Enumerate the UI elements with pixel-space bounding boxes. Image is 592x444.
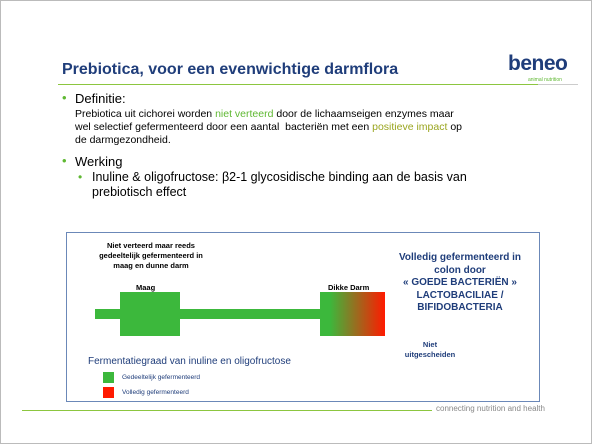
footer-rule [22,410,432,411]
bullet: • [62,153,67,168]
text-run: positieve impact [372,121,447,133]
definition-line: Prebiotica uit cichorei worden niet vert… [75,108,462,121]
text-run: niet verteerd [215,108,273,120]
colon-note: Volledig gefermenteerd in colon door « G… [395,252,525,315]
sub-bullet: • [78,170,82,184]
colon-label: Dikke Darm [328,283,369,292]
legend-swatch [103,372,114,383]
not-excreted: Niet uitgescheiden [400,340,460,360]
sub-bullet-text: prebiotisch effect [92,185,186,199]
sub-bullet-text: Inuline & oligofructose: β2-1 glycosidis… [92,170,467,184]
definition-line: wel selectief gefermenteerd door een aan… [75,121,462,134]
note-line: BIFIDOBACTERIA [395,302,525,315]
bullet-text: Werking [75,154,122,169]
title: Prebiotica, voor een evenwichtige darmfl… [62,61,398,79]
note-line: colon door [395,265,525,278]
title-rule [58,84,538,85]
text-run: de darmgezondheid. [75,134,171,146]
title-rule-end [538,84,578,85]
bullet: • [62,90,67,105]
text-run: door de lichaamseigen enzymes maar [273,108,453,120]
caption: Fermentatiegraad van inuline en oligofru… [88,356,291,367]
note-line: maag en dunne darm [86,261,216,271]
logo-sub: animal nutrition [528,77,562,83]
stomach-label: Maag [136,283,155,292]
note-line: Niet verteerd maar reeds [86,241,216,251]
colon-block [320,292,385,336]
legend-swatch [103,387,114,398]
footer-tagline: connecting nutrition and health [436,404,545,413]
note-line: Niet [400,340,460,350]
legend-label: Gedeeltelijk gefermenteerd [122,374,200,381]
definition-text: Prebiotica uit cichorei worden niet vert… [75,108,462,147]
note-line: gedeeltelijk gefermenteerd in [86,251,216,261]
definition-line: de darmgezondheid. [75,134,462,147]
stomach-block [120,292,180,336]
note-line: LACTOBACILIAE / [395,290,525,303]
bullet-text: Definitie: [75,91,126,106]
text-run: wel selectief gefermenteerd door een aan… [75,121,372,133]
text-run: op [447,121,462,133]
note-line: Volledig gefermenteerd in [395,252,525,265]
legend-label: Volledig gefermenteerd [122,389,189,396]
note-line: « GOEDE BACTERIËN » [395,277,525,290]
stomach-note: Niet verteerd maar reeds gedeeltelijk ge… [86,241,216,271]
note-line: uitgescheiden [400,350,460,360]
text-run: Prebiotica uit cichorei worden [75,108,215,120]
logo: beneo [508,52,567,76]
slide: Prebiotica, voor een evenwichtige darmfl… [0,0,592,444]
